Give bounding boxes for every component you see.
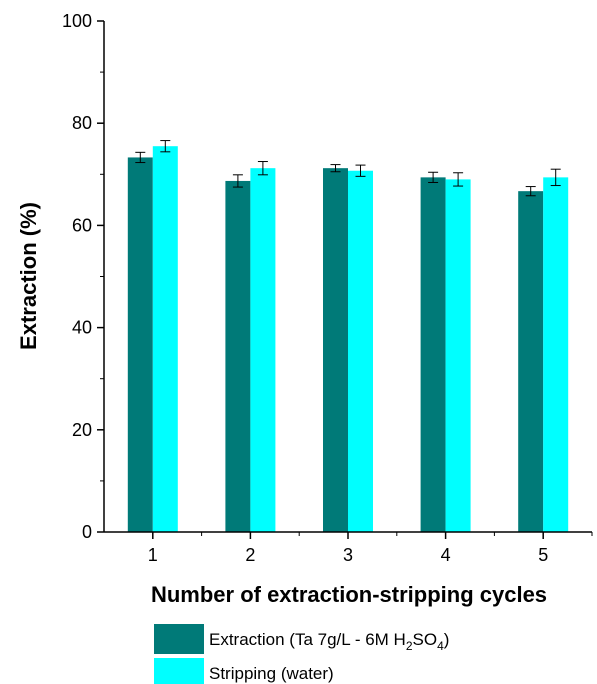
y-tick-label: 100 [62, 11, 92, 31]
y-tick-label: 60 [72, 215, 92, 235]
bar-series1-cycle-1 [127, 157, 153, 532]
bar-series2-cycle-5 [543, 177, 569, 532]
bar-series1-cycle-4 [420, 177, 446, 532]
x-tick-label: 2 [245, 545, 255, 565]
bars-layer [127, 146, 569, 532]
legend-label-series1: Extraction (Ta 7g/L - 6M H2SO4) [209, 630, 449, 653]
error-bar-series2-cycle-1 [160, 140, 171, 153]
bar-series2-cycle-4 [445, 179, 471, 532]
x-ticks: 1 2 3 4 5 [148, 532, 593, 565]
x-tick-label: 5 [538, 545, 548, 565]
bar-series2-cycle-2 [250, 168, 276, 532]
legend: Extraction (Ta 7g/L - 6M H2SO4) Stripping… [154, 624, 449, 684]
error-bar-series1-cycle-3 [330, 164, 341, 173]
error-bar-series1-cycle-1 [135, 151, 146, 164]
y-tick-label: 20 [72, 420, 92, 440]
legend-swatch-series1 [154, 624, 204, 654]
error-bars-layer [135, 140, 561, 197]
bar-series1-cycle-5 [518, 191, 544, 532]
y-axis-title: Extraction (%) [16, 202, 41, 350]
error-bar-series2-cycle-3 [355, 164, 366, 177]
bar-series2-cycle-1 [152, 146, 178, 532]
error-bar-series2-cycle-5 [550, 168, 561, 187]
x-tick-label: 4 [441, 545, 451, 565]
legend-swatch-series2 [154, 658, 204, 684]
y-tick-label: 40 [72, 318, 92, 338]
y-tick-label: 80 [72, 113, 92, 133]
x-tick-label: 3 [343, 545, 353, 565]
bar-series1-cycle-2 [225, 180, 251, 532]
y-tick-label: 0 [82, 522, 92, 542]
error-bar-series1-cycle-4 [428, 171, 439, 183]
y-ticks: 0 20 40 60 80 100 [62, 11, 104, 542]
error-bar-series1-cycle-5 [525, 186, 536, 197]
error-bar-series2-cycle-2 [257, 161, 268, 176]
error-bar-series2-cycle-4 [453, 172, 464, 187]
x-axis-title: Number of extraction-stripping cycles [151, 582, 547, 607]
legend-label-series2: Stripping (water) [209, 664, 334, 683]
error-bar-series1-cycle-2 [232, 174, 243, 188]
bar-series2-cycle-3 [348, 170, 373, 532]
bar-series1-cycle-3 [323, 168, 348, 532]
x-tick-label: 1 [148, 545, 158, 565]
